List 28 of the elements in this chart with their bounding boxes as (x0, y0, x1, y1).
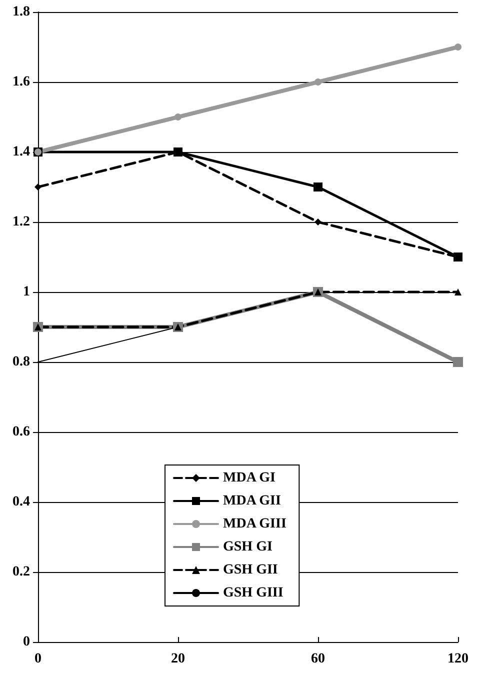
y-tick-label: 1 (23, 284, 30, 300)
y-tick-label: 1.8 (12, 4, 30, 20)
point (454, 288, 462, 296)
legend-label: MDA GI (223, 470, 276, 486)
legend-label: GSH GII (223, 562, 278, 578)
y-tick-label: 1.2 (12, 214, 30, 230)
point (314, 218, 322, 226)
point (314, 182, 322, 192)
legend-label: GSH GIII (223, 586, 284, 600)
legend-label: MDA GII (223, 494, 281, 508)
x-tick-label: 120 (448, 652, 468, 666)
legend-label: GSH GI (223, 540, 272, 554)
x-tick-label: 0 (34, 652, 42, 666)
y-tick-label: 1.4 (12, 144, 30, 160)
y-tick-label: 0 (23, 634, 30, 650)
x-tick-label: 60 (311, 652, 325, 666)
y-tick-label: 1.6 (12, 74, 30, 90)
y-tick-label: 0.6 (12, 424, 30, 440)
point (314, 78, 322, 86)
y-tick-label: 0.8 (12, 354, 30, 370)
point (453, 357, 463, 367)
legend-label: MDA GIII (223, 516, 286, 532)
point (34, 184, 42, 190)
x-tick-label: 20 (171, 652, 185, 666)
y-tick-label: 0.4 (12, 494, 30, 510)
y-tick-label: 0.2 (12, 564, 30, 580)
point (454, 44, 462, 50)
point (174, 114, 182, 120)
